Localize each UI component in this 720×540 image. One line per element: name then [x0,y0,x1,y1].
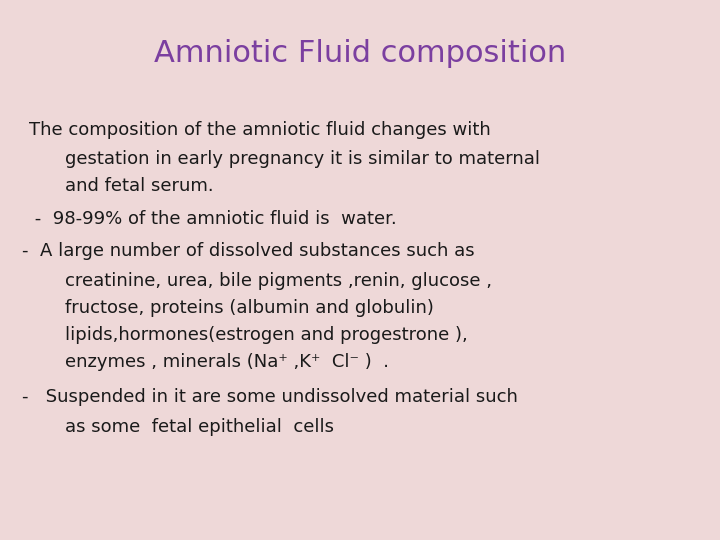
Text: -  98-99% of the amniotic fluid is  water.: - 98-99% of the amniotic fluid is water. [29,210,397,228]
Text: lipids,hormones(estrogen and progestrone ),: lipids,hormones(estrogen and progestrone… [65,326,467,344]
Text: -   Suspended in it are some undissolved material such: - Suspended in it are some undissolved m… [22,388,518,406]
Text: enzymes , minerals (Na⁺ ,K⁺  Cl⁻ )  .: enzymes , minerals (Na⁺ ,K⁺ Cl⁻ ) . [65,353,389,371]
Text: The composition of the amniotic fluid changes with: The composition of the amniotic fluid ch… [29,120,490,139]
Text: Amniotic Fluid composition: Amniotic Fluid composition [154,39,566,69]
Text: gestation in early pregnancy it is similar to maternal: gestation in early pregnancy it is simil… [65,150,540,168]
Text: creatinine, urea, bile pigments ,renin, glucose ,: creatinine, urea, bile pigments ,renin, … [65,272,492,290]
Text: -  A large number of dissolved substances such as: - A large number of dissolved substances… [22,242,474,260]
Text: fructose, proteins (albumin and globulin): fructose, proteins (albumin and globulin… [65,299,433,317]
Text: and fetal serum.: and fetal serum. [65,177,213,195]
Text: as some  fetal epithelial  cells: as some fetal epithelial cells [65,417,334,436]
